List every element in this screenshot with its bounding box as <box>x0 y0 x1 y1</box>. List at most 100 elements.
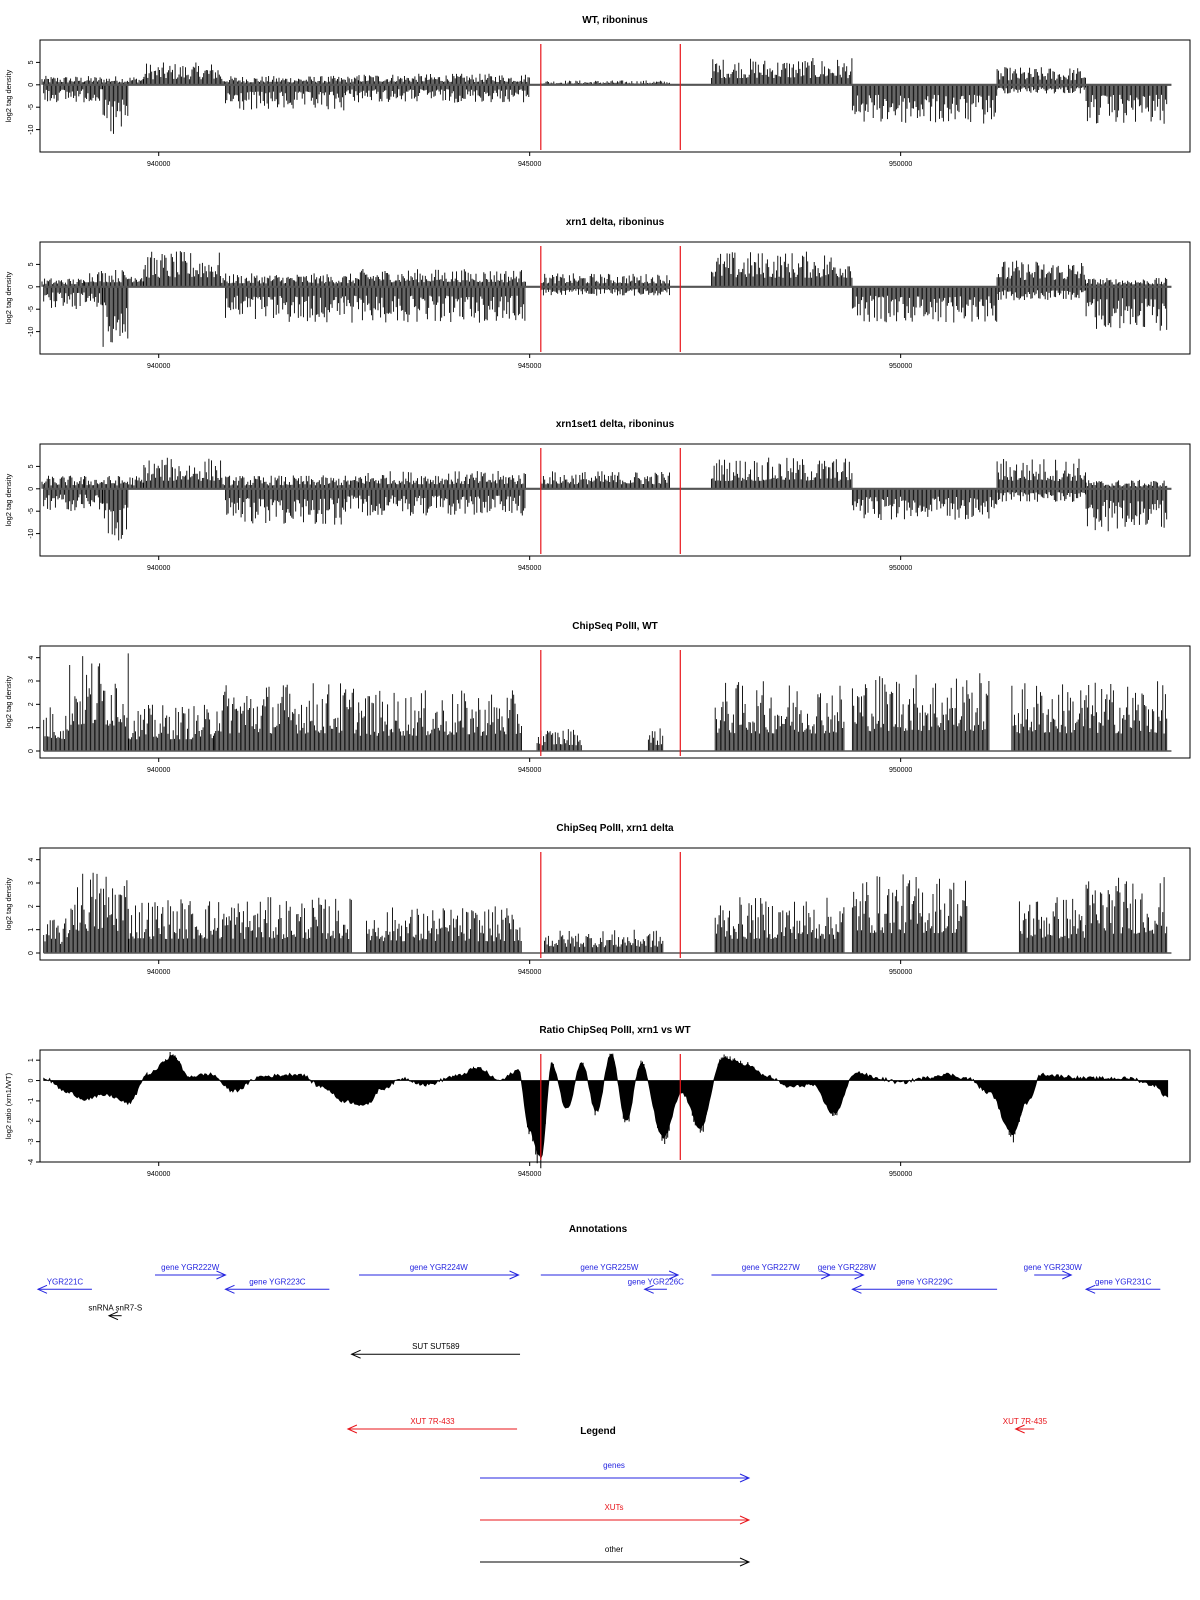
annotation-label: SUT SUT589 <box>412 1342 460 1351</box>
annotation-6: gene YGR227W <box>711 1263 832 1280</box>
y-tick-label: 0 <box>28 83 35 87</box>
annotation-0: YGR221C <box>36 1277 92 1294</box>
annotation-8: gene YGR229C <box>851 1277 998 1294</box>
y-tick-label: -10 <box>28 528 35 538</box>
x-tick-label: 950000 <box>889 1171 912 1178</box>
y-axis-label: log2 tag density <box>4 271 13 324</box>
arrow-head-icon <box>739 1473 751 1483</box>
chart-panel-3: xrn1set1 delta, riboninus log2 tag densit… <box>4 419 1191 572</box>
chart-title: WT, riboninus <box>582 15 648 26</box>
annotation-label: gene YGR222W <box>161 1263 220 1272</box>
legend-title: Legend <box>580 1426 616 1437</box>
y-axis-label: log2 ratio (xrn1/WT) <box>4 1072 13 1139</box>
annotation-label: gene YGR224W <box>410 1263 469 1272</box>
y-tick-label: 0 <box>28 1078 35 1082</box>
plot-frame <box>39 241 1191 355</box>
x-tick-label: 940000 <box>147 363 170 370</box>
annotation-label: gene YGR228W <box>818 1263 877 1272</box>
x-tick-label: 950000 <box>889 363 912 370</box>
annotations-panel: Annotations YGR221C gene YGR222W gene YGR2… <box>36 1224 1161 1434</box>
chart-title: ChipSeq PolII, WT <box>572 621 658 632</box>
data-series <box>43 1052 1169 1169</box>
arrow-head-icon <box>350 1349 361 1359</box>
arrow-head-icon <box>346 1424 358 1434</box>
plot-frame <box>39 847 1191 961</box>
plot-frame <box>39 443 1191 557</box>
data-series <box>43 872 1172 954</box>
y-tick-label: 4 <box>28 858 35 862</box>
x-tick-label: 945000 <box>518 161 541 168</box>
y-tick-label: -1 <box>28 1098 35 1104</box>
annotation-label: gene YGR223C <box>249 1277 306 1286</box>
annotation-label: gene YGR225W <box>580 1263 639 1272</box>
y-tick-label: -3 <box>28 1138 35 1144</box>
x-tick-label: 945000 <box>518 1171 541 1178</box>
legend-panel: Legend genes XUTs other <box>480 1426 751 1567</box>
y-tick-label: 5 <box>28 60 35 64</box>
density-bars <box>41 251 1168 347</box>
arrow-head-icon <box>851 1284 862 1294</box>
x-tick-label: 945000 <box>518 767 541 774</box>
y-axis-label: log2 tag density <box>4 69 13 122</box>
x-tick-label: 945000 <box>518 363 541 370</box>
x-tick-label: 945000 <box>518 969 541 976</box>
y-tick-label: 2 <box>28 904 35 908</box>
y-tick-label: -10 <box>28 326 35 336</box>
y-tick-label: 3 <box>28 881 35 885</box>
arrow-head-icon <box>739 1557 751 1567</box>
annotation-label: XUT 7R-435 <box>1003 1417 1048 1426</box>
ratio-area <box>43 1053 1169 1160</box>
arrow-head-icon <box>820 1270 832 1280</box>
density-bars <box>43 872 1168 953</box>
ratio-spikes <box>159 1052 1022 1169</box>
x-tick-label: 940000 <box>147 161 170 168</box>
y-tick-label: 5 <box>28 464 35 468</box>
arrow-head-icon <box>854 1270 865 1280</box>
x-tick-label: 950000 <box>889 161 912 168</box>
arrow-head-icon <box>36 1284 48 1294</box>
arrow-head-icon <box>1014 1424 1025 1434</box>
y-axis-label: log2 tag density <box>4 675 13 728</box>
arrow-head-icon <box>509 1270 520 1280</box>
x-tick-label: 950000 <box>889 767 912 774</box>
x-tick-label: 940000 <box>147 969 170 976</box>
x-tick-label: 950000 <box>889 969 912 976</box>
annotation-label: gene YGR227W <box>742 1263 801 1272</box>
legend-label: other <box>605 1545 624 1554</box>
chart-panel-2: xrn1 delta, riboninus log2 tag density -10… <box>4 217 1191 370</box>
legend-item-1: XUTs <box>480 1503 751 1525</box>
arrow-head-icon <box>1062 1270 1073 1280</box>
y-axis-label: log2 tag density <box>4 877 13 930</box>
annotation-label: gene YGR226C <box>628 1277 685 1286</box>
annotation-label: snRNA snR7-S <box>88 1304 142 1313</box>
plot-frame <box>39 645 1191 759</box>
y-tick-label: -5 <box>28 508 35 514</box>
annotation-12: SUT SUT589 <box>350 1342 521 1359</box>
arrow-head-icon <box>1084 1284 1096 1294</box>
annotation-label: XUT 7R-433 <box>410 1417 455 1426</box>
chart-title: xrn1set1 delta, riboninus <box>556 419 675 430</box>
arrow-head-icon <box>216 1270 227 1280</box>
arrow-head-icon <box>107 1311 119 1321</box>
y-tick-label: -5 <box>28 104 35 110</box>
y-tick-label: 0 <box>28 487 35 491</box>
annotation-label: gene YGR231C <box>1095 1277 1152 1286</box>
x-tick-label: 940000 <box>147 565 170 572</box>
y-axis-label: log2 tag density <box>4 473 13 526</box>
annotation-14: XUT 7R-435 <box>1003 1417 1048 1434</box>
chart-panel-4: ChipSeq PolII, WT log2 tag density 0 1 2 3 4 94… <box>4 621 1191 774</box>
annotation-11: snRNA snR7-S <box>88 1304 142 1321</box>
density-bars <box>41 58 1168 134</box>
y-tick-label: 0 <box>28 951 35 955</box>
x-tick-label: 950000 <box>889 565 912 572</box>
y-tick-label: 2 <box>28 702 35 706</box>
annotation-1: gene YGR222W <box>155 1263 227 1280</box>
density-bars <box>43 653 1168 751</box>
y-tick-label: 5 <box>28 262 35 266</box>
density-bars <box>41 457 1168 541</box>
y-tick-label: 4 <box>28 656 35 660</box>
annotation-7: gene YGR228W <box>818 1263 877 1280</box>
legend-label: genes <box>603 1461 625 1470</box>
y-tick-label: -2 <box>28 1118 35 1124</box>
